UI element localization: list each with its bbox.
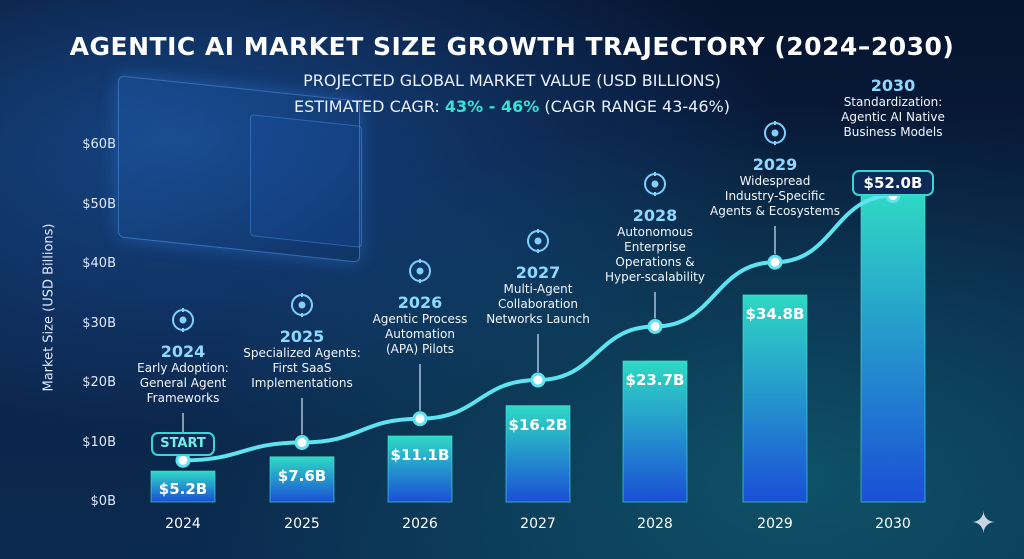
chip-icon (641, 170, 669, 198)
bar-2027 (505, 405, 571, 503)
trend-point (294, 435, 310, 450)
network-icon (288, 291, 316, 319)
milestone-year: 2027 (515, 263, 561, 282)
bar-2024 (150, 470, 216, 503)
x-tick-label: 2029 (757, 516, 793, 532)
cagr-prefix: ESTIMATED CAGR: (294, 97, 445, 116)
milestone-text: Collaboration (498, 297, 578, 311)
milestone-text: (APA) Pilots (385, 342, 454, 356)
data-label: $11.1B (390, 445, 450, 464)
milestone-text: Industry-Specific (724, 189, 826, 203)
milestone-year: 2028 (632, 206, 678, 225)
milestone-year: 2026 (397, 293, 443, 312)
milestone-text: Agents & Ecosystems (710, 204, 840, 218)
y-axis-title: Market Size (USD Billions) (41, 223, 57, 392)
y-tick-label: $20B (82, 375, 116, 390)
cagr-line: ESTIMATED CAGR: 43% - 46% (CAGR RANGE 43… (0, 97, 1024, 116)
trend-point (767, 254, 783, 270)
milestone-text: Networks Launch (486, 312, 590, 326)
data-label: $16.2B (508, 415, 568, 434)
milestone-text: Operations & (615, 255, 695, 269)
milestone-text: Automation (385, 327, 455, 341)
data-label: $5.2B (158, 480, 208, 498)
data-label: $52.0B (852, 170, 934, 196)
milestone-text: Agentic AI Native (841, 110, 945, 124)
milestone-year: 2029 (752, 155, 798, 174)
y-tick-label: $0B (90, 494, 116, 509)
milestone-text: Frameworks (146, 391, 220, 405)
milestone-year: 2025 (279, 327, 325, 346)
milestone-annotation: 2030 Standardization: Agentic AI Native Bus… (823, 76, 963, 140)
trend-point (412, 411, 428, 427)
milestone-text: Autonomous (617, 225, 693, 239)
x-tick-label: 2025 (284, 516, 320, 532)
x-tick-label: 2024 (165, 516, 201, 532)
x-tick-label: 2027 (520, 516, 556, 532)
x-tick-label: 2028 (637, 516, 673, 532)
trend-point (530, 372, 546, 388)
bar-2025 (269, 456, 335, 503)
y-tick-label: $10B (82, 434, 116, 450)
milestone-text: Specialized Agents: (243, 346, 361, 360)
milestone-text: General Agent (139, 376, 227, 390)
milestone-annotation: 2028 Autonomous Enterprise Operations & Hype… (585, 206, 725, 285)
data-label: $23.7B (625, 370, 685, 389)
chart-title: AGENTIC AI MARKET SIZE GROWTH TRAJECTORY… (69, 32, 955, 61)
milestone-text: Implementations (251, 376, 353, 390)
bar-2026 (387, 435, 453, 503)
milestone-text: Widespread (739, 174, 811, 188)
cagr-value: 43% - 46% (444, 97, 540, 116)
data-label: $34.8B (745, 304, 805, 323)
milestone-text: Agentic Process (372, 312, 468, 326)
milestone-year: 2030 (870, 76, 916, 95)
milestone-text: Early Adoption: (137, 361, 229, 375)
y-tick-label: $50B (82, 196, 116, 212)
milestone-annotation: 2029 Widespread Industry-Specific Agents & … (705, 155, 845, 219)
bar-2028 (622, 360, 688, 503)
y-tick-label: $30B (82, 315, 116, 331)
milestone-text: Hyper-scalability (605, 270, 705, 284)
cagr-suffix: (CAGR RANGE 43-46%) (539, 97, 730, 116)
milestone-text: Enterprise (624, 240, 686, 254)
milestone-text: First SaaS (272, 361, 332, 375)
milestone-text: Standardization: (843, 95, 943, 109)
sparkle-icon: ✦ (970, 506, 996, 541)
milestone-annotation: 2027 Multi-Agent Collaboration Networks Lau… (468, 263, 608, 327)
trend-point (175, 452, 191, 468)
milestone-annotation: 2025 Specialized Agents: First SaaS Impleme… (232, 327, 372, 391)
bar-2029 (742, 294, 808, 503)
robot-icon (169, 306, 197, 334)
y-tick-label: $60B (82, 137, 116, 152)
data-label: $7.6B (277, 466, 327, 485)
milestone-text: Business Models (843, 125, 943, 139)
start-badge: START (151, 432, 215, 456)
milestone-year: 2024 (160, 342, 206, 361)
bar-2030 (860, 192, 926, 503)
people-network-icon (524, 227, 552, 255)
gears-icon (406, 257, 434, 285)
chart-subtitle: PROJECTED GLOBAL MARKET VALUE (USD BILLI… (303, 71, 721, 90)
x-tick-label: 2030 (875, 516, 911, 532)
y-tick-label: $40B (82, 256, 116, 271)
milestone-text: Multi-Agent (503, 282, 573, 296)
x-tick-label: 2026 (402, 516, 438, 532)
trend-point (647, 318, 663, 334)
milestone-annotation: 2026 Agentic Process Automation (APA) Pilot… (350, 293, 490, 357)
dollar-cycle-icon (761, 119, 789, 147)
milestone-annotation: 2024 Early Adoption: General Agent Framewor… (113, 342, 253, 406)
